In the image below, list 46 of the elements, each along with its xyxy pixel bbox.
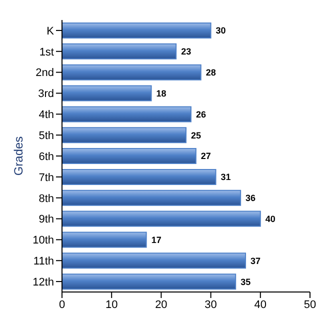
bar xyxy=(62,168,216,185)
y-tick-label: 7th xyxy=(38,172,54,184)
data-label: 28 xyxy=(206,68,216,78)
y-tick-label: 8th xyxy=(38,192,54,205)
x-tick-label: 20 xyxy=(155,298,168,311)
x-tick-label: 0 xyxy=(58,298,66,311)
data-label: 35 xyxy=(240,276,251,287)
bar xyxy=(62,106,192,122)
bar xyxy=(62,85,152,102)
bar xyxy=(62,127,186,144)
bar xyxy=(62,232,147,248)
y-tick-label: 10th xyxy=(32,234,54,247)
bar xyxy=(62,274,236,290)
data-label: 31 xyxy=(220,172,231,182)
data-label: 40 xyxy=(265,214,276,224)
data-label: 36 xyxy=(246,193,256,204)
data-label: 18 xyxy=(156,88,166,98)
data-label: 17 xyxy=(151,234,162,245)
y-tick-label: 2nd xyxy=(36,67,54,80)
data-label: 23 xyxy=(181,46,192,57)
data-label: 30 xyxy=(216,26,226,36)
y-tick-label: 11th xyxy=(33,256,54,268)
y-tick-label: K xyxy=(46,25,55,38)
x-tick-label: 50 xyxy=(304,298,316,311)
bar xyxy=(62,64,202,80)
x-tick-label: 40 xyxy=(254,298,267,311)
y-tick-label: 4th xyxy=(38,109,54,122)
y-tick-label: 3rd xyxy=(38,88,54,100)
bar xyxy=(62,43,177,60)
bar xyxy=(62,190,242,206)
bar xyxy=(62,22,212,38)
bar xyxy=(62,252,246,269)
y-tick-label: 1st xyxy=(39,46,54,58)
data-label: 27 xyxy=(200,151,211,162)
data-label: 26 xyxy=(196,109,206,120)
bar xyxy=(62,148,196,164)
bar xyxy=(62,210,261,227)
x-tick-label: 10 xyxy=(105,298,118,311)
y-tick-label: 5th xyxy=(38,130,54,142)
y-tick-label: 9th xyxy=(38,214,54,226)
y-tick-label: 12th xyxy=(32,276,54,288)
y-tick-label: 6th xyxy=(38,150,54,163)
y-axis-title: Grades xyxy=(11,136,26,176)
x-tick-label: 30 xyxy=(204,298,217,311)
data-label: 37 xyxy=(250,256,261,266)
data-label: 25 xyxy=(191,130,202,140)
